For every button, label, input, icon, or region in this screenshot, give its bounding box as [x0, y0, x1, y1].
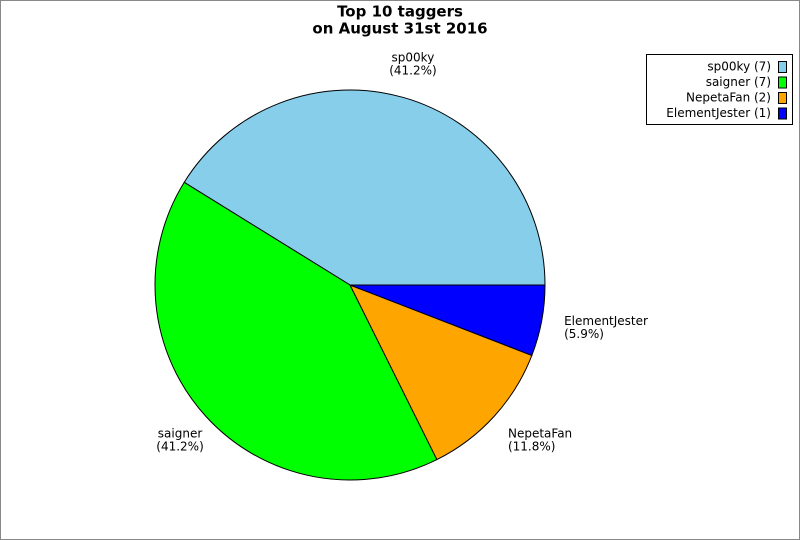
slice-label: ElementJester: [564, 314, 648, 328]
legend-label: NepetaFan (2): [686, 91, 771, 105]
legend-label: sp00ky (7): [707, 60, 771, 74]
legend-label: ElementJester (1): [666, 106, 771, 120]
chart-title: Top 10 taggers: [337, 3, 463, 21]
legend-swatch: [778, 61, 787, 73]
pie-slice: [154, 181, 438, 481]
legend-swatch: [778, 92, 787, 104]
pie-slice: [183, 89, 546, 286]
pie-slice: [348, 284, 533, 461]
legend-label: saigner (7): [706, 75, 771, 89]
slice-label: sp00ky: [392, 50, 435, 64]
slice-label: saigner: [158, 426, 203, 440]
legend-swatch: [778, 76, 787, 89]
chart-subtitle: on August 31st 2016: [312, 20, 487, 38]
slice-percent: (41.2%): [156, 439, 203, 453]
legend-swatch: [778, 107, 787, 120]
slice-percent: (41.2%): [389, 63, 436, 77]
slice-label: NepetaFan: [508, 426, 572, 440]
slice-percent: (11.8%): [508, 439, 555, 453]
slice-percent: (5.9%): [564, 327, 604, 341]
pie-slice: [349, 284, 546, 357]
legend-box: [646, 54, 793, 125]
